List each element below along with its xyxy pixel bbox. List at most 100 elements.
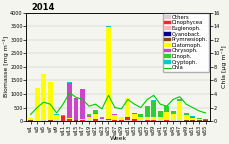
Bar [202, 119, 207, 120]
Bar [67, 120, 72, 121]
Chla [74, 96, 77, 98]
Bar [196, 119, 201, 120]
Chla [61, 103, 64, 105]
Bar [177, 101, 181, 120]
Bar [60, 115, 65, 116]
Legend: Others, Dinophycea, Euglenoph., Cyanobact., Prymnesioph., Diatomoph., Chrysoph.,: Others, Dinophycea, Euglenoph., Cyanobac… [162, 13, 208, 72]
Bar [144, 120, 149, 121]
Bar [157, 120, 162, 121]
Bar [99, 120, 104, 121]
Chla [81, 98, 84, 100]
Bar [138, 117, 143, 120]
Bar [151, 101, 155, 117]
Y-axis label: Biomasse [mg m⁻³]: Biomasse [mg m⁻³] [3, 36, 9, 97]
Chla [132, 103, 135, 105]
Line: Chla: Chla [30, 93, 205, 114]
Bar [73, 98, 78, 120]
Bar [112, 120, 117, 121]
Bar [93, 114, 98, 119]
Bar [47, 82, 52, 120]
Bar [41, 74, 46, 120]
Bar [99, 119, 104, 120]
Chla [100, 108, 103, 110]
Chla [94, 103, 96, 105]
Bar [170, 114, 175, 120]
Bar [151, 117, 155, 120]
Bar [157, 111, 162, 117]
Bar [125, 120, 130, 121]
Bar [106, 120, 110, 121]
Bar [125, 98, 130, 118]
Bar [106, 26, 110, 27]
Bar [164, 120, 168, 121]
Bar [35, 88, 39, 121]
Bar [93, 110, 98, 113]
Chla [49, 103, 51, 105]
Bar [189, 118, 194, 120]
Chla [177, 96, 180, 97]
Chla [190, 107, 193, 108]
Chla [171, 98, 174, 100]
Bar [112, 114, 117, 115]
Chla [197, 110, 200, 112]
Bar [157, 117, 162, 120]
Chla [158, 103, 161, 105]
Bar [131, 113, 136, 114]
Bar [138, 114, 143, 117]
Bar [118, 120, 123, 121]
Chla [55, 112, 58, 114]
Bar [189, 117, 194, 118]
Bar [93, 119, 98, 121]
Bar [54, 115, 59, 120]
Bar [131, 119, 136, 121]
Bar [93, 113, 98, 114]
Bar [41, 120, 46, 121]
X-axis label: Week: Week [109, 136, 126, 141]
Chla [165, 105, 167, 107]
Bar [151, 120, 155, 121]
Bar [177, 120, 181, 121]
Chla [139, 107, 142, 108]
Bar [196, 118, 201, 119]
Bar [86, 116, 91, 117]
Chla [120, 108, 122, 110]
Chla [126, 98, 129, 100]
Bar [138, 120, 143, 121]
Bar [86, 117, 91, 120]
Bar [183, 115, 188, 120]
Bar [118, 117, 123, 118]
Text: 2014: 2014 [32, 3, 55, 12]
Bar [80, 120, 85, 121]
Chla [68, 92, 71, 93]
Bar [80, 119, 85, 120]
Bar [86, 114, 91, 116]
Chla [36, 107, 38, 108]
Chla [152, 94, 154, 96]
Chla [113, 107, 116, 108]
Bar [144, 117, 149, 118]
Bar [67, 118, 72, 119]
Bar [99, 118, 104, 119]
Bar [170, 120, 175, 121]
Chla [184, 103, 187, 105]
Bar [144, 106, 149, 117]
Bar [183, 113, 188, 115]
Bar [54, 120, 59, 121]
Bar [86, 120, 91, 121]
Bar [164, 112, 168, 120]
Bar [170, 111, 175, 114]
Bar [144, 118, 149, 120]
Bar [112, 115, 117, 120]
Bar [118, 118, 123, 120]
Bar [28, 118, 33, 120]
Chla [29, 113, 32, 115]
Chla [87, 105, 90, 107]
Chla [106, 94, 109, 96]
Y-axis label: Chla [µg m⁻³]: Chla [µg m⁻³] [220, 46, 226, 88]
Chla [145, 98, 148, 100]
Bar [106, 27, 110, 119]
Bar [164, 106, 168, 112]
Bar [60, 116, 65, 121]
Chla [203, 112, 206, 114]
Bar [125, 118, 130, 120]
